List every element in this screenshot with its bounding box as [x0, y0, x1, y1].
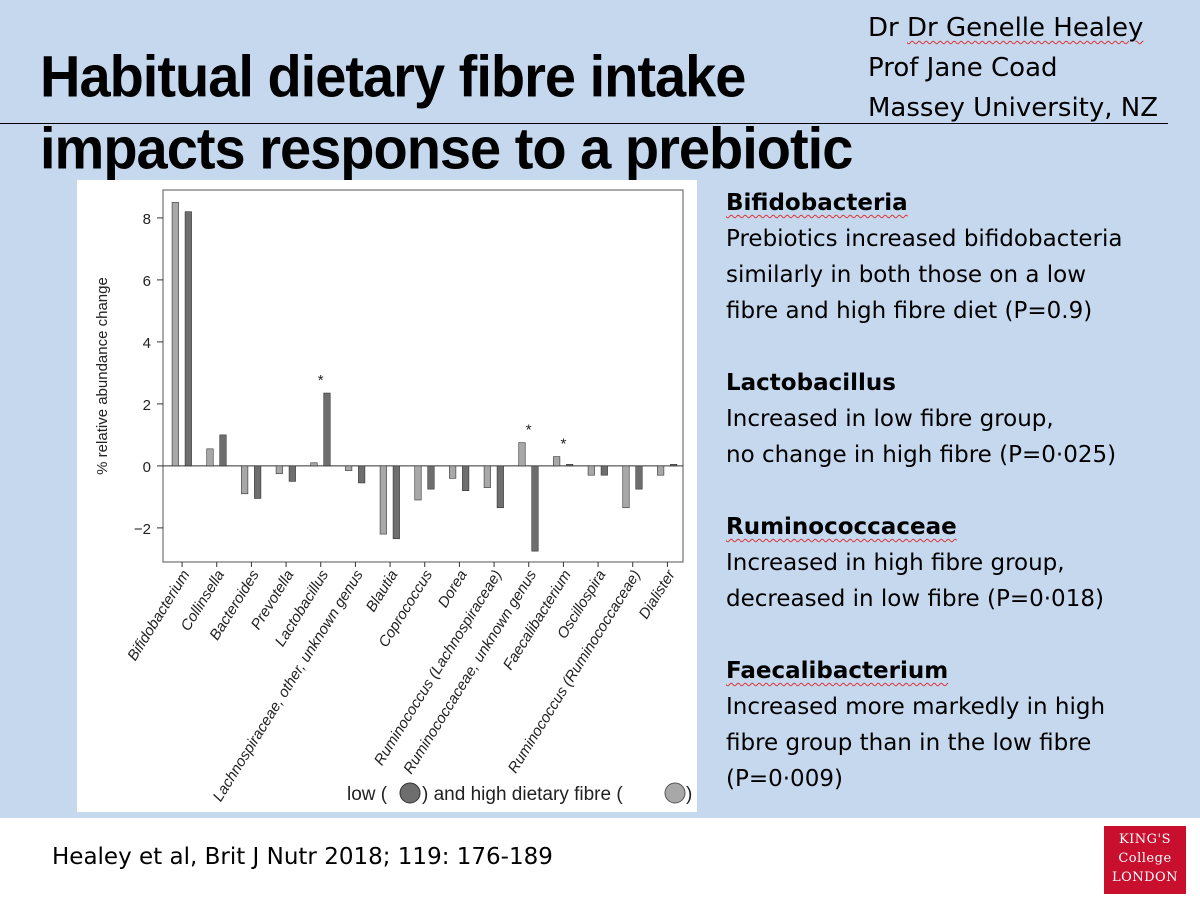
slide-title-line-1: Habitual dietary fibre intake — [40, 43, 746, 110]
legend-swatch-high — [664, 782, 686, 804]
bar-low-fibre — [323, 392, 331, 467]
author-1: Dr Dr Genelle Healey — [868, 13, 1144, 43]
bar-high-fibre — [206, 448, 214, 467]
note-faecalibacterium: Faecalibacterium Increased more markedly… — [726, 653, 1186, 797]
citation: Healey et al, Brit J Nutr 2018; 119: 176… — [52, 844, 553, 870]
bar-low-fibre — [462, 465, 470, 491]
note-body: Increased in high fibre group, decreased… — [726, 550, 1104, 612]
y-tick-label: 6 — [143, 273, 151, 290]
note-heading: Lactobacillus — [726, 370, 896, 396]
note-body: Increased more markedly in high fibre gr… — [726, 694, 1106, 792]
bar-low-fibre — [427, 465, 435, 490]
note-ruminococcaceae: Ruminococcaceae Increased in high fibre … — [726, 509, 1186, 617]
logo-line: College — [1118, 851, 1172, 866]
significance-marker: * — [560, 436, 566, 453]
note-body: Increased in low fibre group, no change … — [726, 406, 1117, 468]
y-tick-label: −2 — [134, 521, 151, 538]
y-tick-label: 2 — [143, 397, 151, 414]
author-1-text: Dr Genelle Healey — [906, 13, 1144, 43]
bar-low-fibre — [184, 211, 192, 467]
y-axis-label: % relative abundance change — [94, 277, 111, 475]
legend-text-low: low ( — [347, 784, 388, 805]
bar-low-fibre — [635, 465, 643, 490]
bar-high-fibre — [587, 465, 595, 476]
y-tick-label: 4 — [143, 335, 151, 352]
slide-title-line-2: impacts response to a prebiotic — [40, 115, 853, 182]
x-category-label: Dorea — [435, 567, 471, 611]
logo-line: KING'S — [1118, 832, 1172, 847]
bar-low-fibre — [358, 465, 366, 484]
legend-close: ) — [686, 784, 692, 805]
notes-panel: Bifidobacteria Prebiotics increased bifi… — [726, 185, 1186, 833]
plot-frame — [162, 189, 684, 563]
bar-high-fibre — [622, 465, 630, 509]
bar-low-fibre — [600, 465, 608, 476]
bar-high-fibre — [449, 465, 457, 479]
bar-low-fibre — [254, 465, 262, 499]
bar-low-fibre — [219, 434, 227, 467]
bar-high-fibre — [414, 465, 422, 501]
bar-high-fibre — [518, 442, 526, 467]
author-block: Dr Dr Genelle Healey Prof Jane Coad Mass… — [868, 8, 1158, 128]
bar-high-fibre — [171, 202, 179, 467]
y-tick-label: 0 — [143, 459, 151, 476]
significance-marker: * — [318, 372, 324, 389]
bar-high-fibre — [657, 465, 665, 476]
note-heading: Ruminococcaceae — [726, 514, 957, 540]
title-divider — [0, 123, 1168, 124]
author-2: Prof Jane Coad — [868, 53, 1058, 83]
footer-bar — [0, 818, 1200, 904]
bar-high-fibre — [553, 456, 561, 467]
kings-college-london-logo: KING'S College LONDON — [1104, 826, 1186, 894]
note-lactobacillus: Lactobacillus Increased in low fibre gro… — [726, 365, 1186, 473]
bar-low-fibre — [288, 465, 296, 482]
author-3: Massey University, NZ — [868, 93, 1159, 123]
legend-text-high: ) and high dietary fibre ( — [422, 784, 623, 805]
bar-low-fibre — [392, 465, 400, 540]
note-heading: Faecalibacterium — [726, 658, 949, 684]
x-category-label: Dialister — [636, 566, 680, 622]
bar-high-fibre — [345, 465, 353, 471]
bar-low-fibre — [531, 465, 539, 552]
bar-low-fibre — [566, 464, 574, 467]
note-bifidobacteria: Bifidobacteria Prebiotics increased bifi… — [726, 185, 1186, 329]
bar-high-fibre — [483, 465, 491, 488]
legend-swatch-low — [399, 782, 421, 804]
logo-line: LONDON — [1111, 870, 1179, 885]
note-body: Prebiotics increased bifidobacteria simi… — [726, 226, 1123, 324]
chart-panel: 8 6 4 2 0 −2% relative abundance change Bifido… — [77, 180, 697, 812]
bar-high-fibre — [379, 465, 387, 535]
bar-high-fibre — [241, 465, 249, 495]
significance-marker: * — [526, 422, 532, 439]
bar-high-fibre — [275, 465, 283, 474]
bar-high-fibre — [310, 462, 318, 467]
bar-low-fibre — [496, 465, 504, 509]
y-tick-label: 8 — [143, 211, 151, 228]
bar-low-fibre — [670, 464, 678, 467]
note-heading: Bifidobacteria — [726, 190, 908, 216]
